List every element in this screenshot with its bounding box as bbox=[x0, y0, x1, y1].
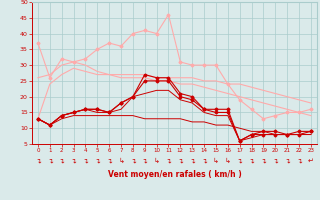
X-axis label: Vent moyen/en rafales ( km/h ): Vent moyen/en rafales ( km/h ) bbox=[108, 170, 241, 179]
